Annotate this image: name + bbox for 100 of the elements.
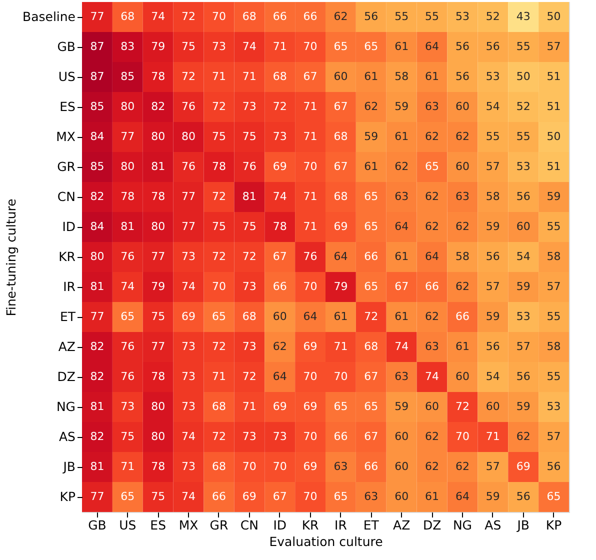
data-label: 76 — [242, 160, 256, 173]
data-label: 70 — [242, 460, 256, 473]
y-tick-label: IR — [63, 279, 76, 294]
data-label: 67 — [394, 280, 409, 293]
data-label: 72 — [212, 250, 226, 263]
data-label: 58 — [546, 340, 561, 353]
y-tick-label: JB — [62, 459, 76, 474]
data-label: 77 — [90, 490, 104, 503]
data-label: 66 — [303, 10, 318, 23]
data-label: 69 — [303, 400, 318, 413]
data-label: 70 — [303, 430, 318, 443]
data-label: 53 — [486, 70, 500, 83]
data-label: 62 — [455, 460, 470, 473]
data-label: 55 — [516, 130, 530, 143]
data-label: 73 — [272, 430, 287, 443]
data-label: 69 — [242, 490, 256, 503]
data-label: 59 — [486, 220, 500, 233]
data-label: 74 — [182, 490, 196, 503]
data-label: 63 — [425, 340, 440, 353]
data-label: 80 — [120, 160, 135, 173]
data-label: 68 — [334, 130, 348, 143]
data-label: 61 — [425, 490, 440, 503]
data-label: 68 — [334, 190, 348, 203]
data-label: 72 — [212, 190, 226, 203]
data-label: 55 — [546, 310, 561, 323]
data-label: 81 — [242, 190, 256, 203]
data-label: 75 — [212, 130, 226, 143]
data-label: 68 — [120, 10, 135, 23]
data-label: 59 — [516, 400, 530, 413]
data-label: 84 — [90, 130, 104, 143]
data-label: 64 — [272, 370, 287, 383]
data-label: 58 — [486, 190, 500, 203]
data-label: 55 — [546, 220, 561, 233]
data-label: 87 — [90, 70, 104, 83]
data-label: 72 — [455, 400, 470, 413]
data-label: 73 — [242, 340, 256, 353]
data-label: 65 — [364, 400, 378, 413]
data-label: 59 — [486, 490, 500, 503]
data-label: 63 — [394, 370, 409, 383]
x-tick-label: GB — [88, 518, 106, 532]
x-tick-label: US — [119, 518, 136, 532]
data-label: 73 — [182, 400, 196, 413]
data-label: 64 — [425, 250, 440, 263]
data-label: 50 — [516, 70, 530, 83]
data-label: 80 — [151, 430, 166, 443]
data-label: 77 — [90, 310, 104, 323]
data-label: 73 — [242, 430, 256, 443]
data-label: 78 — [151, 190, 166, 203]
data-label: 56 — [516, 370, 530, 383]
y-tick-label: ES — [60, 99, 76, 114]
data-label: 74 — [394, 340, 409, 353]
data-label: 78 — [120, 190, 135, 203]
data-label: 51 — [546, 100, 561, 113]
x-axis-title: Evaluation culture — [269, 534, 384, 549]
data-label: 69 — [303, 340, 318, 353]
data-label: 63 — [334, 460, 348, 473]
data-label: 75 — [151, 490, 166, 503]
y-tick-label: US — [58, 69, 76, 84]
data-label: 65 — [546, 490, 561, 503]
data-label: 60 — [334, 70, 348, 83]
data-label: 60 — [516, 220, 530, 233]
data-label: 59 — [394, 100, 409, 113]
data-label: 78 — [151, 460, 166, 473]
data-label: 65 — [364, 190, 378, 203]
data-label: 68 — [364, 340, 378, 353]
data-label: 73 — [242, 100, 256, 113]
data-label: 60 — [425, 400, 440, 413]
data-label: 71 — [303, 220, 318, 233]
data-label: 68 — [272, 70, 287, 83]
data-label: 62 — [425, 460, 440, 473]
data-label: 62 — [455, 280, 470, 293]
data-label: 56 — [486, 40, 500, 53]
y-tick-label: KP — [60, 489, 76, 504]
data-label: 56 — [455, 70, 470, 83]
data-label: 72 — [242, 370, 256, 383]
data-label: 66 — [364, 250, 378, 263]
x-tick-label: KP — [546, 518, 562, 532]
data-label: 78 — [272, 220, 287, 233]
data-label: 61 — [334, 310, 348, 323]
data-label: 43 — [516, 10, 530, 23]
x-tick-label: JB — [516, 518, 530, 532]
data-label: 69 — [182, 310, 196, 323]
data-label: 61 — [394, 40, 409, 53]
data-label: 62 — [425, 220, 440, 233]
data-label: 71 — [242, 70, 256, 83]
data-label: 56 — [516, 490, 530, 503]
data-label: 55 — [486, 130, 500, 143]
data-label: 82 — [90, 340, 104, 353]
data-label: 67 — [334, 160, 348, 173]
x-tick-label: GR — [210, 518, 228, 532]
data-label: 55 — [394, 10, 409, 23]
data-label: 75 — [151, 310, 166, 323]
data-label: 57 — [486, 160, 500, 173]
data-label: 74 — [182, 430, 196, 443]
data-label: 73 — [182, 370, 196, 383]
data-label: 72 — [272, 100, 287, 113]
x-tick-label: ID — [273, 518, 286, 532]
data-label: 65 — [120, 310, 135, 323]
data-label: 81 — [120, 220, 135, 233]
data-label: 72 — [212, 340, 226, 353]
